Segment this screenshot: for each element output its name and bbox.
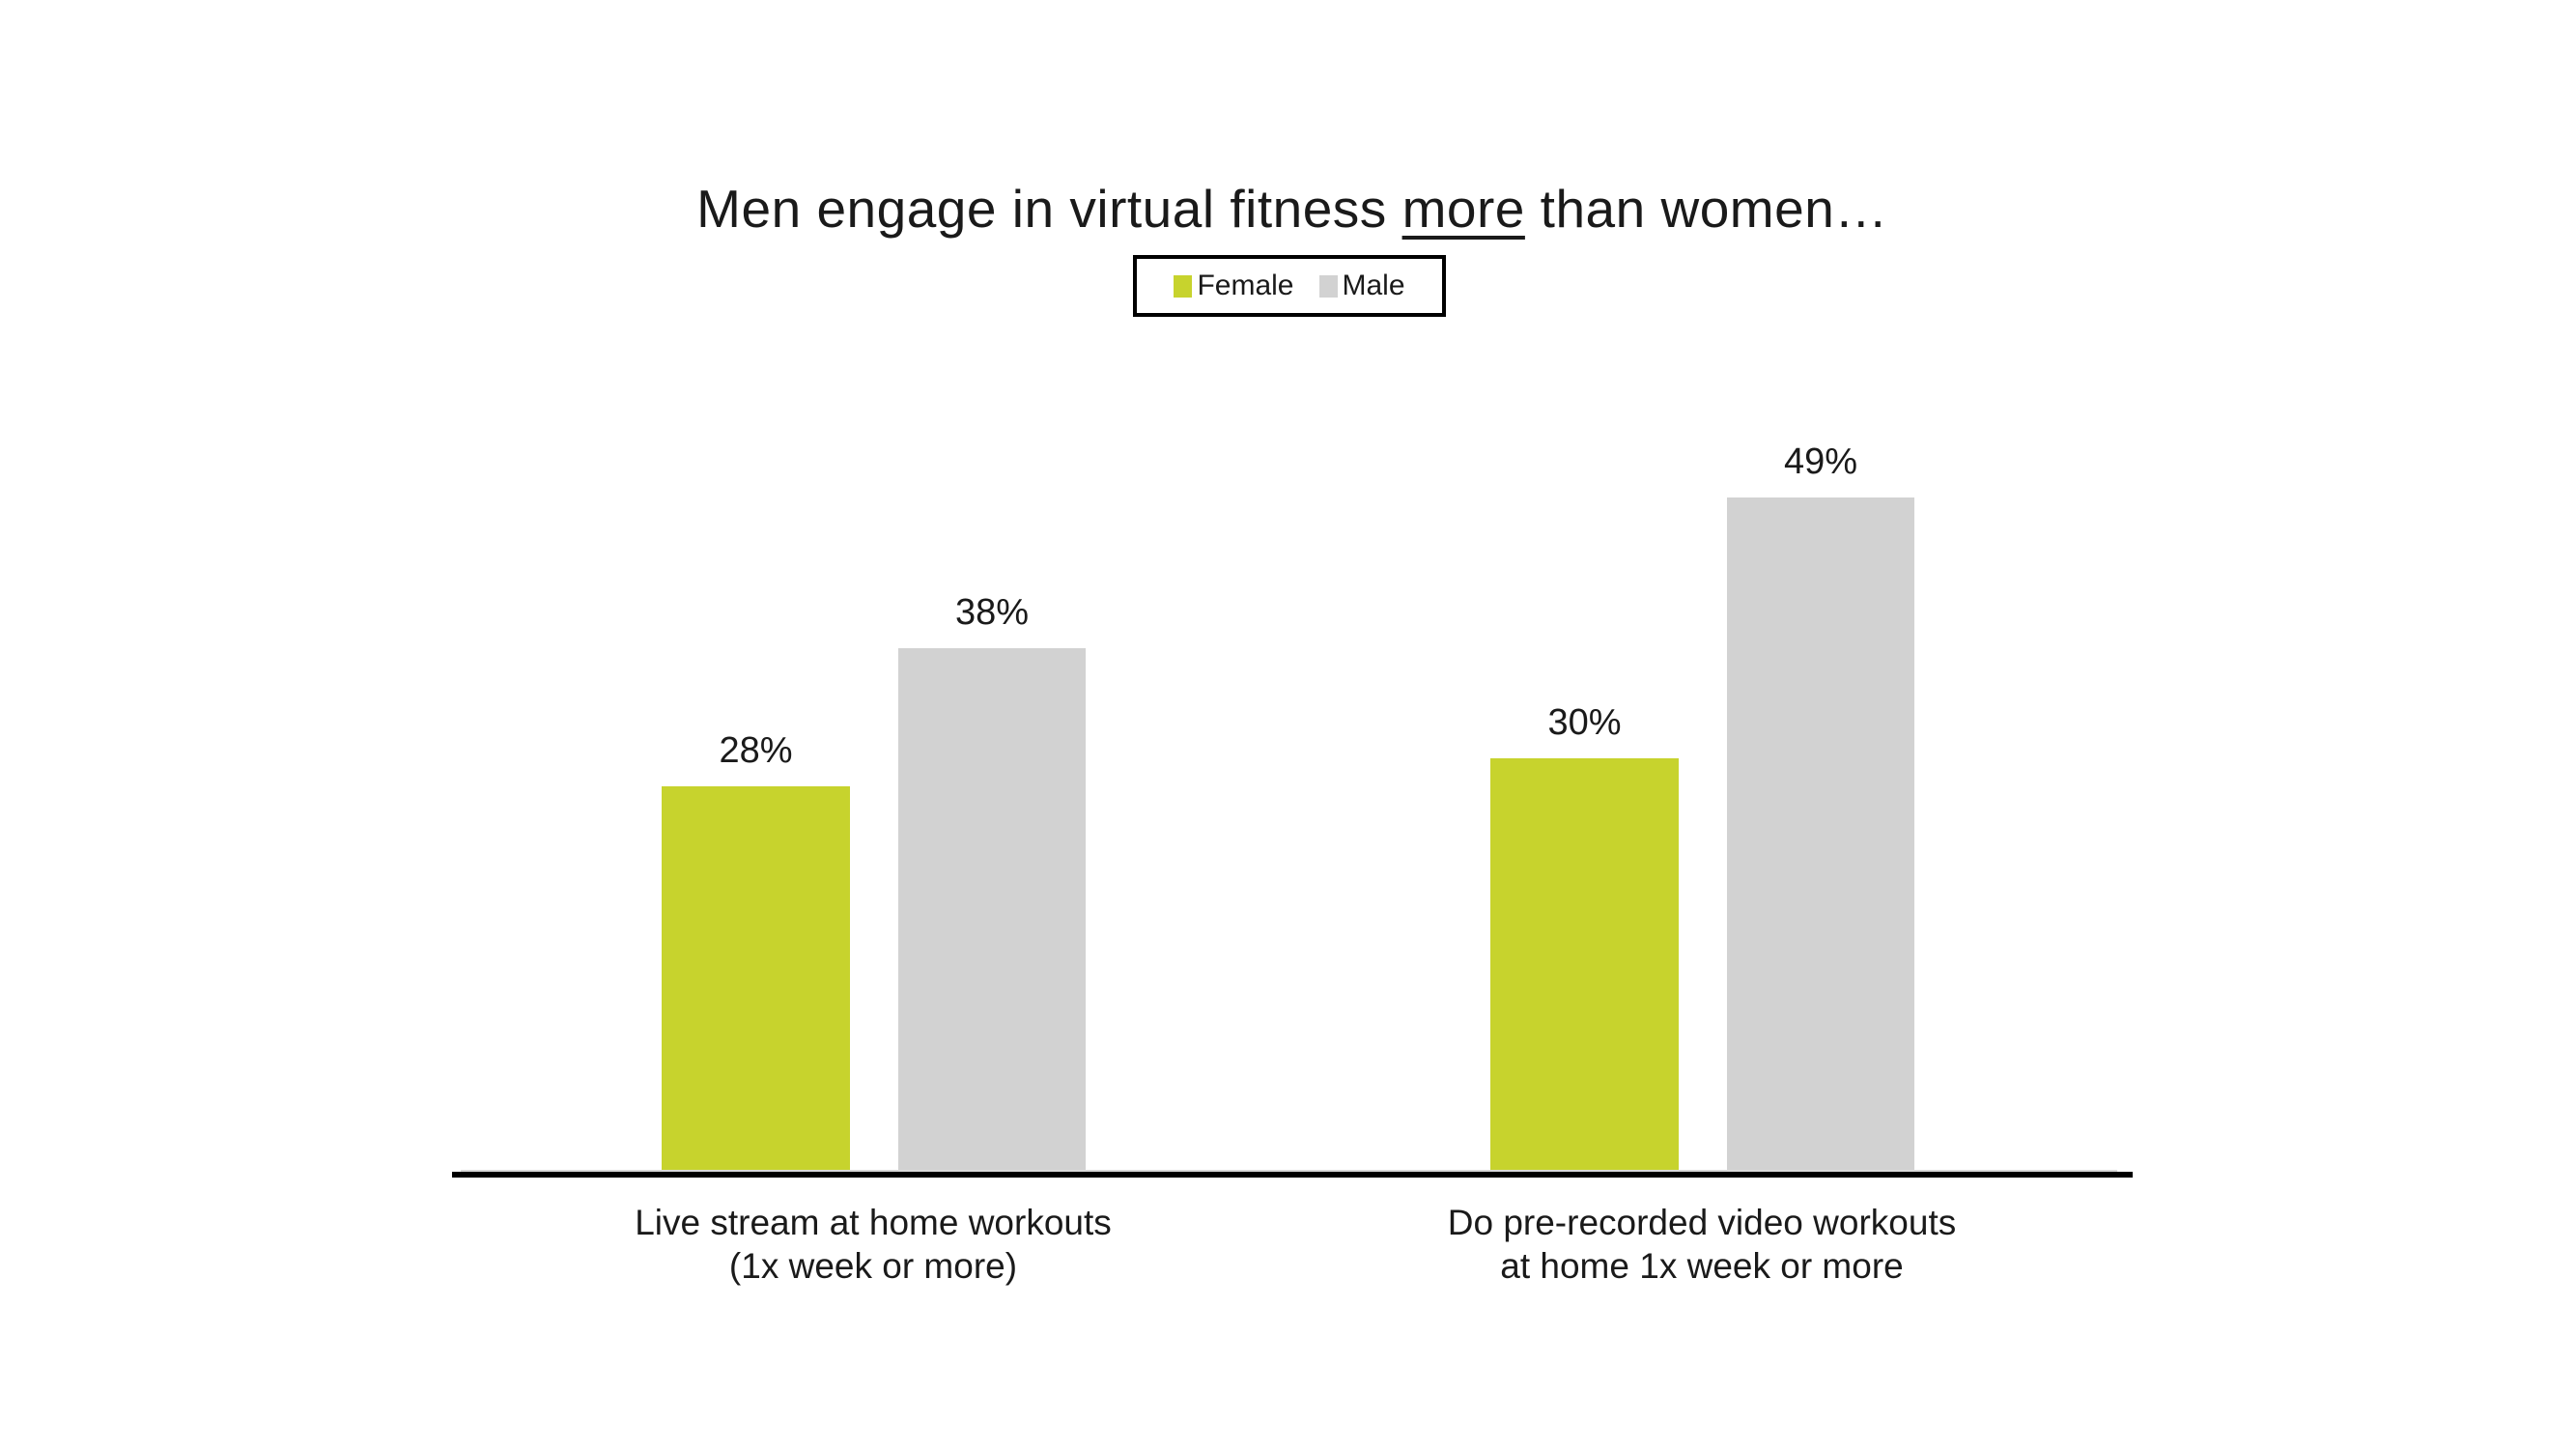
category-label-group2-line2: at home 1x week or more — [1500, 1246, 1904, 1286]
x-axis-line — [452, 1172, 2133, 1178]
value-label-group2-female: 30% — [1547, 702, 1622, 743]
legend-item-male: Male — [1318, 270, 1405, 302]
bar-rect-group2-male — [1727, 497, 1914, 1172]
bar-group1-female: 28% — [662, 730, 850, 1172]
legend-label-female: Female — [1197, 270, 1294, 301]
bar-group2-male: 49% — [1727, 441, 1914, 1172]
bar-rect-group2-female — [1490, 758, 1679, 1172]
value-label-group2-male: 49% — [1783, 441, 1858, 482]
plot-area: 28% 38% 30% 49% — [662, 441, 1914, 1172]
male-swatch-icon — [1318, 274, 1338, 298]
category-label-group2: Do pre-recorded video workouts at home 1… — [1316, 1201, 2088, 1288]
category-label-group1-line2: (1x week or more) — [728, 1246, 1018, 1286]
bar-rect-group1-female — [662, 786, 850, 1172]
category-label-group1: Live stream at home workouts (1x week or… — [487, 1201, 1260, 1288]
axis-baseline-minor — [461, 1170, 2117, 1172]
female-swatch-icon — [1174, 274, 1193, 298]
bar-group1-male: 38% — [898, 592, 1086, 1172]
chart-title-underlined-word: more — [1401, 179, 1525, 239]
bar-group2-female: 30% — [1490, 702, 1679, 1172]
legend-item-female: Female — [1174, 270, 1294, 302]
value-label-group1-male: 38% — [954, 592, 1030, 633]
category-label-group2-line1: Do pre-recorded video workouts — [1447, 1203, 1957, 1242]
chart-title-prefix: Men engage in virtual fitness — [696, 179, 1402, 239]
bar-rect-group1-male — [898, 648, 1086, 1172]
chart-legend: Female Male — [1133, 255, 1446, 317]
legend-label-male: Male — [1342, 270, 1405, 301]
chart-title: Men engage in virtual fitness more than … — [452, 178, 2133, 240]
chart-title-suffix: than women… — [1524, 179, 1888, 239]
category-label-group1-line1: Live stream at home workouts — [635, 1203, 1112, 1242]
value-label-group1-female: 28% — [719, 730, 793, 771]
